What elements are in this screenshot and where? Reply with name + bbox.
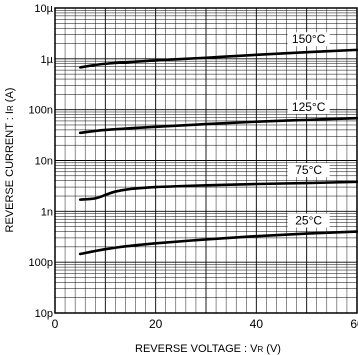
x-axis-label: REVERSE VOLTAGE : VR (V) [135, 343, 281, 355]
series-line-2 [78, 180, 358, 201]
y-tick-label: 100p [29, 257, 53, 269]
series-lines [78, 48, 358, 256]
series-label-backing [287, 32, 330, 47]
y-tick-label: 10µ [34, 3, 53, 15]
series-label-backing [287, 163, 330, 178]
series-line-1 [78, 116, 358, 135]
series-label: 25°C [295, 214, 322, 228]
y-tick-label: 1n [41, 206, 53, 218]
axis-ticks: 0 20 40 60 10p 100p 1n 10n 100n 1µ 10µ [29, 3, 358, 331]
y-tick-label: 100n [29, 105, 53, 117]
series-labels: 150°C 125°C 75°C 25°C [287, 32, 330, 228]
series-label: 150°C [292, 32, 326, 46]
series-label: 75°C [295, 163, 322, 177]
grid [55, 8, 357, 313]
x-tick-label: 20 [149, 317, 163, 331]
series-label-backing [287, 99, 330, 114]
x-tick-label: 60 [350, 317, 358, 331]
series-label: 125°C [292, 100, 326, 114]
y-tick-label: 10n [35, 156, 53, 168]
series-line-3 [78, 230, 358, 256]
y-axis-label: REVERSE CURRENT : IR (A) [4, 88, 16, 233]
y-tick-label: 10p [35, 308, 53, 320]
x-tick-label: 0 [52, 317, 59, 331]
series-line-0 [78, 48, 358, 69]
x-tick-label: 40 [250, 317, 264, 331]
series-label-backing [287, 213, 330, 228]
plot-frame [54, 7, 358, 314]
y-tick-label: 1µ [41, 54, 54, 66]
